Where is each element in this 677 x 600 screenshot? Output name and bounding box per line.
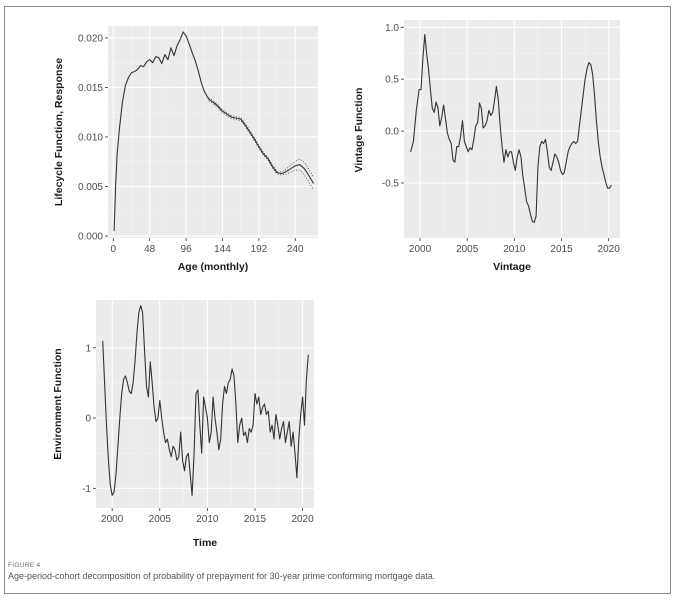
vintage-x-tick-label: 2005 [456, 244, 479, 255]
lifecycle-x-tick-label: 48 [144, 244, 156, 255]
environment-y-tick-label: 1 [85, 343, 91, 354]
vintage-plot-background [404, 20, 620, 238]
lifecycle-series-line-0 [113, 31, 314, 232]
figure-caption: Age-period-cohort decomposition of proba… [8, 571, 436, 581]
environment-x-tick-label: 2010 [196, 514, 219, 525]
environment-x-tick-label: 2020 [291, 514, 314, 525]
vintage-x-tick-label: 2015 [550, 244, 573, 255]
figure-label: FIGURE 4 [8, 562, 41, 569]
environment-series-line-0 [102, 305, 309, 496]
lifecycle-y-axis-label: Lifecycle Function, Response [53, 58, 65, 206]
lifecycle-x-tick-label: 240 [287, 244, 304, 255]
environment-x-tick-label: 2000 [101, 514, 124, 525]
lifecycle-x-tick-label: 0 [111, 244, 117, 255]
vintage-series-line-0 [410, 33, 612, 223]
environment-y-axis-label: Environment Function [52, 348, 64, 459]
lifecycle-x-tick-label: 144 [214, 244, 231, 255]
vintage-y-tick-label: 0.0 [385, 127, 399, 138]
vintage-x-tick-label: 2020 [598, 244, 621, 255]
vintage-x-axis-label: Vintage [493, 261, 531, 273]
lifecycle-y-tick-label: 0.000 [78, 232, 103, 243]
lifecycle-series-line-2 [208, 100, 314, 191]
lifecycle-y-tick-label: 0.010 [78, 132, 103, 143]
lifecycle-y-tick-label: 0.020 [78, 33, 103, 44]
environment-x-tick-label: 2015 [244, 514, 267, 525]
vintage-y-tick-label: 1.0 [385, 23, 399, 34]
vintage-x-tick-label: 2010 [503, 244, 526, 255]
lifecycle-series-line-1 [208, 97, 314, 178]
lifecycle-x-axis-label: Age (monthly) [178, 261, 249, 273]
environment-x-tick-label: 2005 [149, 514, 172, 525]
vintage-y-tick-label: 0.5 [385, 75, 399, 86]
lifecycle-y-tick-label: 0.015 [78, 83, 103, 94]
environment-x-axis-label: Time [193, 537, 217, 549]
environment-y-tick-label: -1 [82, 484, 91, 495]
vintage-y-axis-label: Vintage Function [353, 88, 365, 173]
environment-y-tick-label: 0 [85, 414, 91, 425]
lifecycle-plot-background [108, 26, 318, 238]
vintage-y-tick-label: -0.5 [382, 178, 400, 189]
lifecycle-y-tick-label: 0.005 [78, 182, 103, 193]
lifecycle-x-tick-label: 96 [181, 244, 193, 255]
lifecycle-x-tick-label: 192 [251, 244, 268, 255]
vintage-x-tick-label: 2000 [409, 244, 432, 255]
